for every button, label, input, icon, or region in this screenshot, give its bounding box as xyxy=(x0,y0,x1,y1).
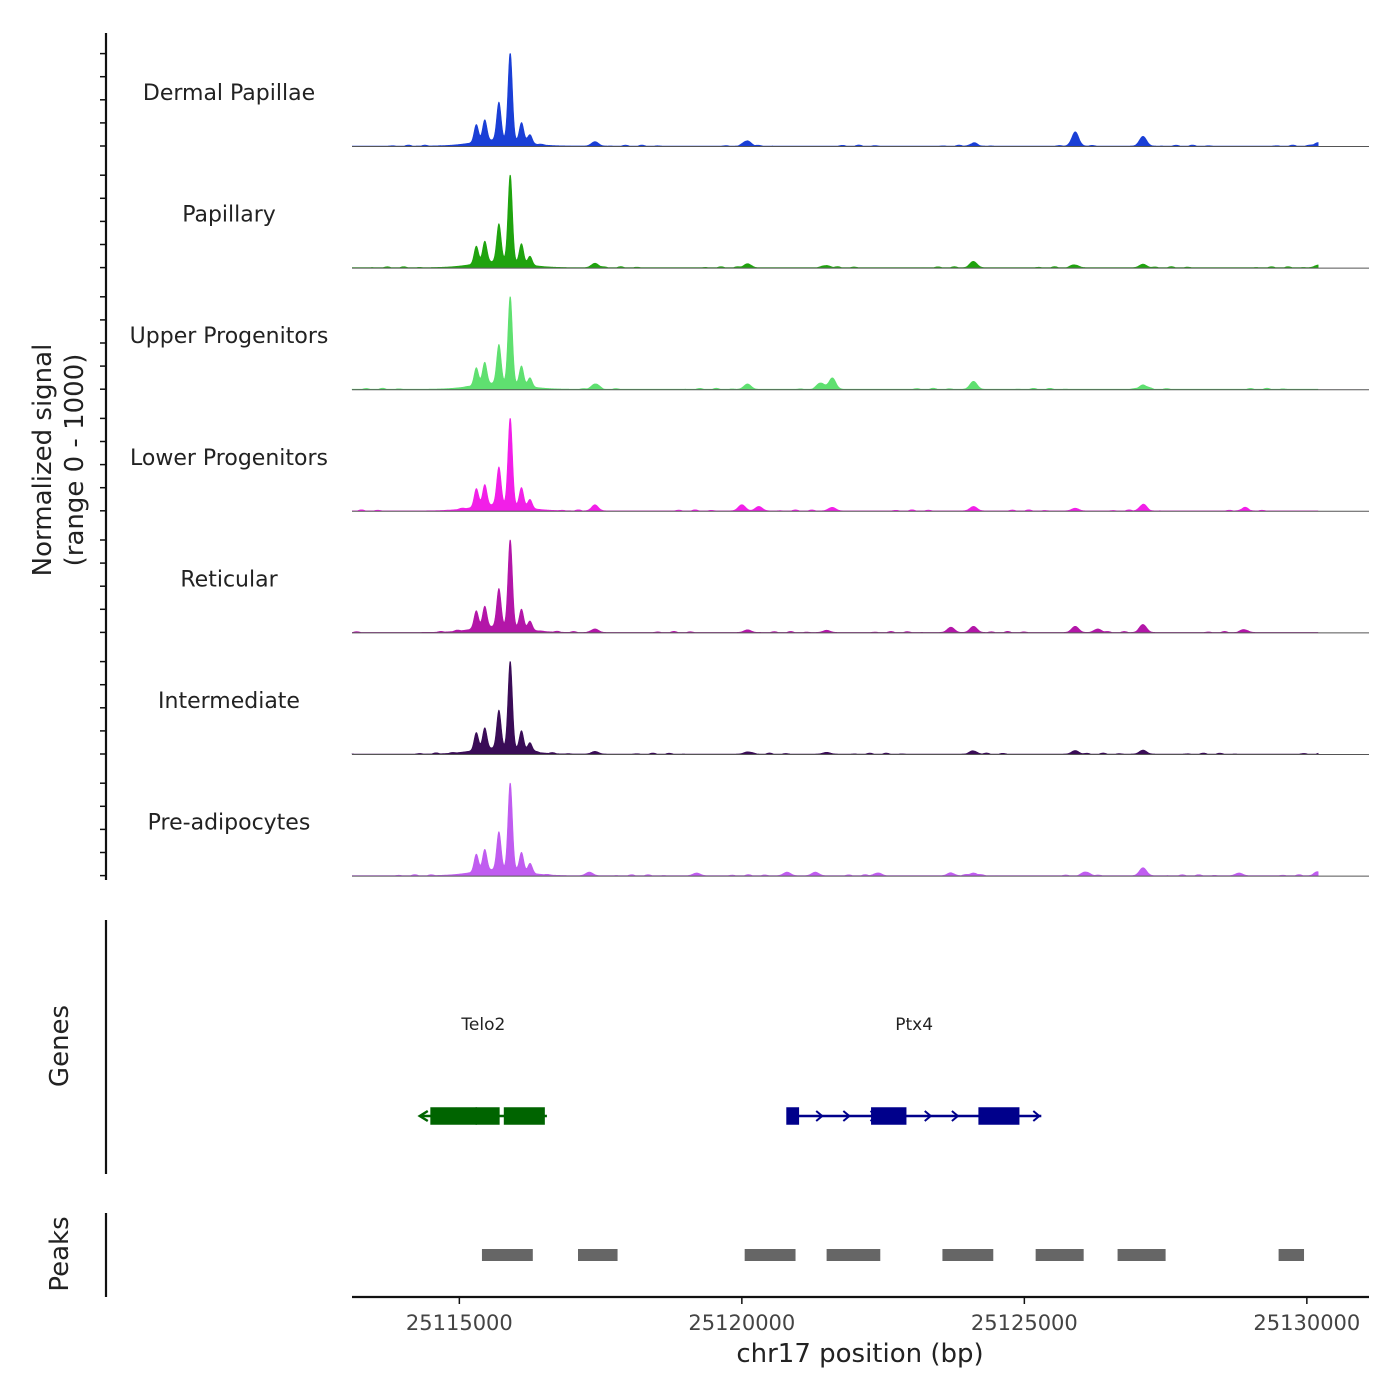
signal-area xyxy=(352,418,1319,512)
peak-region xyxy=(1278,1249,1305,1261)
track-label: Lower Progenitors xyxy=(130,446,328,471)
peak-region xyxy=(578,1249,618,1261)
gene-label: Telo2 xyxy=(460,1015,505,1035)
strand-arrow xyxy=(842,1110,851,1122)
strand-arrow xyxy=(924,1110,933,1122)
gene-exon xyxy=(786,1107,800,1125)
gene-exon xyxy=(871,1107,907,1125)
signal-track: Upper Progenitors xyxy=(130,296,1369,391)
y-axis-label-line1: Normalized signal xyxy=(28,344,58,577)
x-tick-label: 25120000 xyxy=(688,1311,795,1335)
signal-area xyxy=(351,296,1319,390)
strand-arrow xyxy=(1005,1110,1014,1122)
x-axis-label: chr17 position (bp) xyxy=(736,1339,983,1369)
signal-area xyxy=(351,661,1319,755)
gene-model: Ptx4 xyxy=(786,1015,1042,1125)
strand-arrow xyxy=(951,1110,960,1122)
signal-area xyxy=(352,782,1319,876)
track-label: Intermediate xyxy=(158,689,300,714)
gene-label: Ptx4 xyxy=(895,1015,933,1035)
strand-arrow xyxy=(788,1110,797,1122)
signal-track: Pre-adipocytes xyxy=(148,782,1369,877)
peak-region xyxy=(826,1249,881,1261)
signal-area xyxy=(352,539,1319,633)
strand-arrow xyxy=(1032,1110,1041,1122)
peak-region xyxy=(1035,1249,1084,1261)
track-label: Papillary xyxy=(182,203,276,228)
signal-track: Reticular xyxy=(180,539,1369,634)
gene-model: Telo2 xyxy=(417,1015,547,1125)
x-tick-label: 25115000 xyxy=(406,1311,513,1335)
x-tick-label: 25130000 xyxy=(1253,1311,1360,1335)
strand-arrow xyxy=(417,1109,429,1123)
gene-exon xyxy=(503,1107,545,1125)
track-label: Reticular xyxy=(180,567,278,592)
peak-region xyxy=(942,1249,994,1261)
gene-exon xyxy=(475,1107,500,1125)
peak-region xyxy=(481,1249,533,1261)
signal-area xyxy=(352,53,1319,147)
peak-region xyxy=(744,1249,796,1261)
gene-exon xyxy=(430,1107,478,1125)
signal-area xyxy=(352,174,1319,268)
signal-track: Intermediate xyxy=(158,661,1369,755)
track-label: Pre-adipocytes xyxy=(148,811,311,836)
y-axis-label-line2: (range 0 - 1000) xyxy=(60,354,90,567)
strand-arrow xyxy=(815,1110,824,1122)
peaks-panel-label: Peaks xyxy=(45,1216,75,1291)
strand-arrow xyxy=(978,1110,987,1122)
signal-track: Lower Progenitors xyxy=(130,418,1369,512)
peak-region xyxy=(1117,1249,1166,1261)
strand-arrow xyxy=(896,1110,906,1122)
signal-track: Dermal Papillae xyxy=(143,53,1369,147)
signal-track: Papillary xyxy=(182,174,1369,269)
x-tick-label: 25125000 xyxy=(971,1311,1078,1335)
strand-arrow xyxy=(869,1110,879,1122)
genes-panel-label: Genes xyxy=(45,1005,75,1087)
track-label: Dermal Papillae xyxy=(143,81,315,106)
track-label: Upper Progenitors xyxy=(130,324,329,349)
